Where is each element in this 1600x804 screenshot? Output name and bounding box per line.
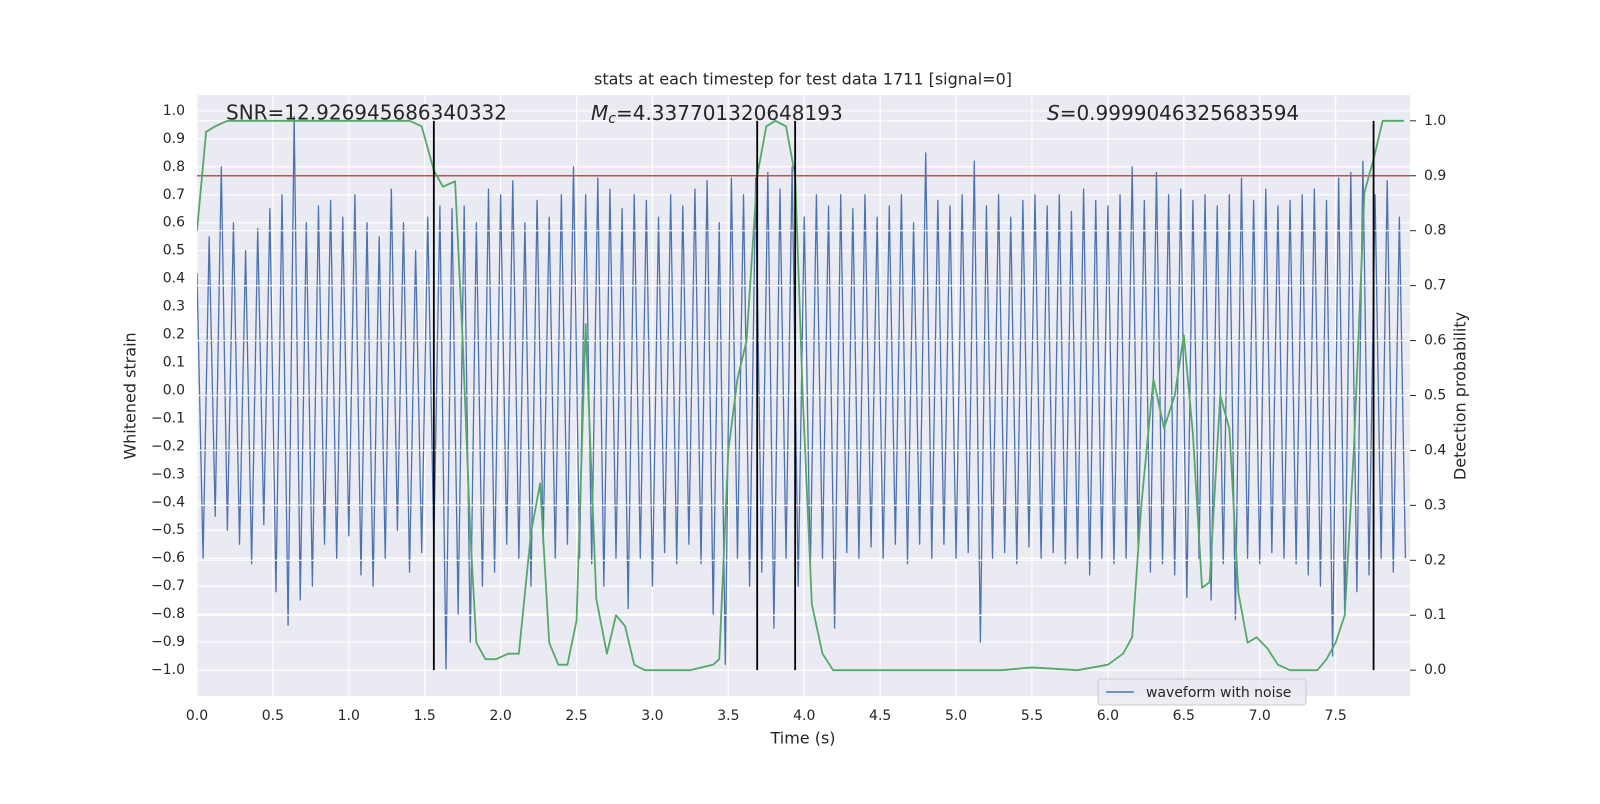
y2-tick-label: 0.5 [1424, 388, 1446, 404]
legend-label: waveform with noise [1146, 685, 1291, 701]
y2-tick-label: 0.1 [1424, 607, 1446, 623]
x-tick-label: 6.5 [1173, 708, 1195, 724]
x-tick-label: 5.0 [945, 708, 967, 724]
x-tick-label: 4.0 [793, 708, 815, 724]
x-tick-label: 4.5 [869, 708, 891, 724]
y2-tick-label: 0.2 [1424, 552, 1446, 568]
x-tick-label: 3.0 [641, 708, 663, 724]
y-tick-label: 0.3 [163, 299, 185, 315]
x-tick-label: 2.0 [489, 708, 511, 724]
y-tick-label: −0.2 [151, 438, 185, 454]
y-tick-label: 0.5 [163, 243, 185, 259]
annotation: S=0.9999046325683594 [1047, 101, 1299, 125]
x-axis-label: Time (s) [769, 729, 835, 748]
x-tick-label: 1.0 [338, 708, 360, 724]
x-tick-label: 1.5 [414, 708, 436, 724]
y-tick-label: −0.1 [151, 410, 185, 426]
legend: waveform with noise [1097, 678, 1307, 706]
y-tick-label: −0.6 [151, 550, 185, 566]
y-tick-label: 0.1 [163, 355, 185, 371]
y2-tick-label: 0.4 [1424, 442, 1446, 458]
y2-tick-label: 0.0 [1424, 662, 1446, 678]
annotation: SNR=12.926945686340332 [226, 101, 507, 125]
x-tick-label: 3.5 [717, 708, 739, 724]
y-tick-label: −0.3 [151, 466, 185, 482]
chart-title: stats at each timestep for test data 171… [594, 70, 1012, 89]
x-tick-label: 7.5 [1324, 708, 1346, 724]
y-tick-label: 0.4 [163, 271, 185, 287]
y-axis-label: Whitened strain [121, 332, 140, 459]
annotation: Mc=4.337701320648193 [591, 101, 843, 128]
series-line [197, 119, 1404, 672]
annotation-text: =0.9999046325683594 [1060, 101, 1299, 125]
x-tick-label: 7.0 [1249, 708, 1271, 724]
annotation-symbol: S [1047, 101, 1060, 125]
y-tick-label: −0.5 [151, 522, 185, 538]
y2-axis-label: Detection probability [1451, 312, 1470, 480]
y-tick-label: 1.0 [163, 103, 185, 119]
annotation-symbol: M [591, 101, 608, 125]
y2-tick-label: 0.6 [1424, 333, 1446, 349]
y-tick-label: −0.4 [151, 494, 185, 510]
y2-tick-label: 0.7 [1424, 278, 1446, 294]
marks [197, 115, 1410, 672]
y-tick-label: 0.9 [163, 131, 185, 147]
x-tick-label: 0.0 [186, 708, 208, 724]
y-tick-label: −0.7 [151, 578, 185, 594]
y-tick-label: 0.8 [163, 159, 185, 175]
y2-tick-label: 0.8 [1424, 223, 1446, 239]
y-tick-label: 0.7 [163, 187, 185, 203]
y2-tick-label: 0.9 [1424, 168, 1446, 184]
y-tick-label: −1.0 [151, 662, 185, 678]
y-tick-label: 0.0 [163, 382, 185, 398]
y-tick-label: −0.8 [151, 606, 185, 622]
annotation-text: =4.337701320648193 [616, 101, 843, 125]
x-tick-label: 0.5 [262, 708, 284, 724]
series-line [197, 115, 1407, 671]
y-tick-label: 0.2 [163, 327, 185, 343]
y2-tick-label: 1.0 [1424, 113, 1446, 129]
y-tick-label: 0.6 [163, 215, 185, 231]
legend-box [1097, 678, 1307, 706]
x-tick-label: 6.0 [1097, 708, 1119, 724]
x-tick-label: 2.5 [565, 708, 587, 724]
annotation-subscript: c [608, 111, 616, 127]
labels: stats at each timestep for test data 171… [121, 70, 1470, 748]
x-tick-label: 5.5 [1021, 708, 1043, 724]
y2-tick-label: 0.3 [1424, 497, 1446, 513]
y-tick-label: −0.9 [151, 634, 185, 650]
